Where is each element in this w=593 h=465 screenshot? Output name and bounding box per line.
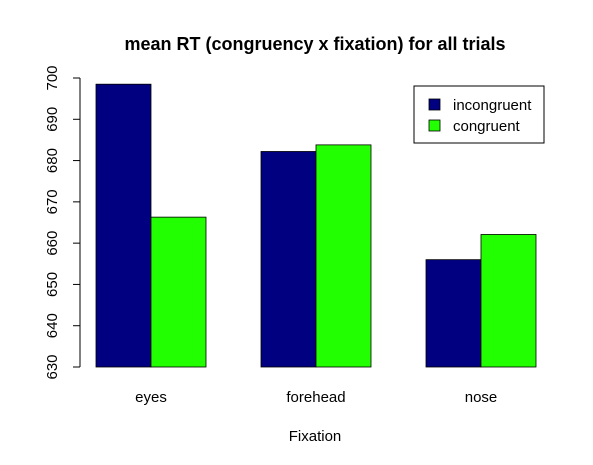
chart-title: mean RT (congruency x fixation) for all … [124, 34, 505, 54]
legend-label-incongruent: incongruent [453, 97, 532, 114]
bar-forehead-incongruent [260, 151, 317, 368]
x-tick-label-forehead: forehead [286, 389, 345, 406]
legend-box [413, 85, 545, 144]
bar-eyes-congruent [150, 216, 207, 368]
legend-swatch-incongruent [428, 98, 441, 111]
y-tick-label: 700 [44, 65, 61, 90]
bar-nose-incongruent [425, 259, 482, 368]
y-tick-label: 650 [44, 272, 61, 297]
bar-nose-congruent [480, 234, 537, 368]
y-tick-label: 630 [44, 354, 61, 379]
bar-eyes-incongruent [95, 83, 152, 368]
y-tick-label: 680 [44, 148, 61, 173]
y-axis-ticks [73, 77, 80, 368]
y-axis-labels: 630 640 650 660 670 680 690 700 [44, 65, 61, 379]
legend-swatch-congruent [428, 119, 441, 132]
bars-group [95, 83, 537, 368]
y-tick-label: 640 [44, 313, 61, 338]
legend-label-congruent: congruent [453, 118, 521, 135]
x-tick-label-eyes: eyes [135, 389, 167, 406]
x-axis-labels: eyes forehead nose [135, 389, 497, 406]
bar-forehead-congruent [315, 144, 372, 368]
y-tick-label: 670 [44, 189, 61, 214]
x-tick-label-nose: nose [465, 389, 498, 406]
y-tick-label: 690 [44, 107, 61, 132]
legend: incongruent congruent [413, 85, 545, 144]
y-tick-label: 660 [44, 231, 61, 256]
x-axis-title: Fixation [289, 428, 342, 445]
